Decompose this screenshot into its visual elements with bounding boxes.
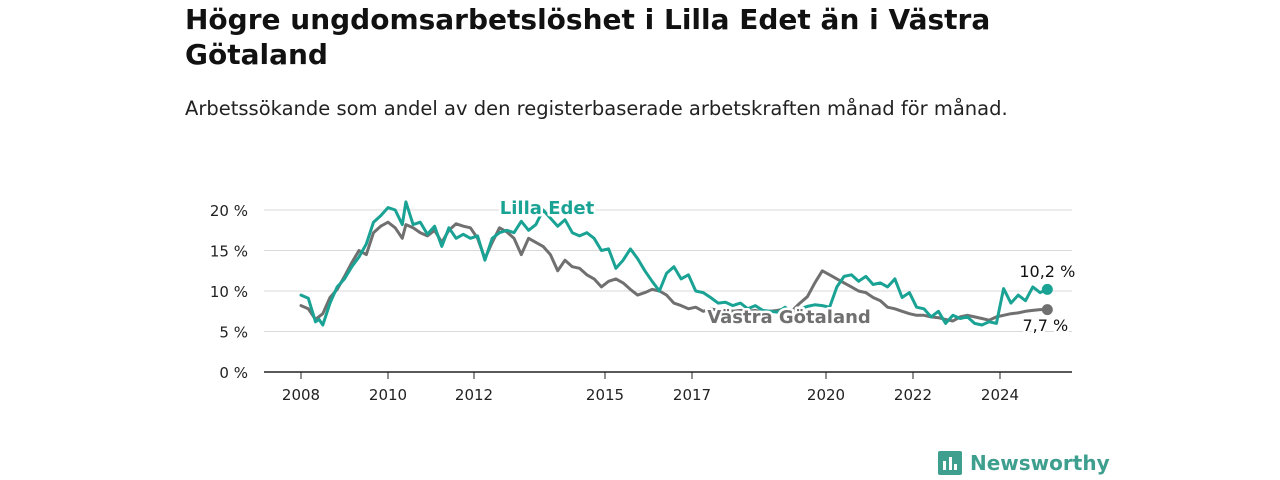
y-axis-ticks: 0 % 5 % 10 % 15 % 20 % (210, 202, 248, 382)
grid-lines (264, 209, 1072, 373)
series-line-vastra-gotaland (299, 220, 1049, 323)
y-tick-label: 10 % (210, 283, 248, 301)
x-tick-label: 2012 (455, 386, 493, 404)
brand-footer: Newsworthy (938, 449, 1110, 477)
end-value-vastra-gotaland: 7,7 % (1022, 316, 1068, 335)
x-tick-label: 2015 (586, 386, 624, 404)
series-line-lilla-edet (299, 200, 1049, 327)
series-end-point (1041, 304, 1053, 316)
chart-bubble-icon (938, 451, 962, 475)
x-tick-label: 2010 (369, 386, 407, 404)
x-tick-label: 2020 (807, 386, 845, 404)
chart-subtitle: Arbetssökande som andel av den registerb… (185, 97, 1008, 120)
y-tick-label: 5 % (219, 324, 248, 342)
end-value-lilla-edet: 10,2 % (1019, 262, 1075, 281)
y-tick-label: 15 % (210, 243, 248, 261)
x-tick-label: 2022 (894, 386, 932, 404)
series-end-point (1041, 283, 1053, 295)
y-tick-label: 20 % (210, 202, 248, 220)
chart-title: Högre ungdomsarbetslöshet i Lilla Edet ä… (185, 3, 991, 71)
x-tick-label: 2008 (282, 386, 320, 404)
brand-name: Newsworthy (970, 451, 1110, 475)
x-axis: 2008 2010 2012 2015 2017 2020 2022 2024 (264, 371, 1072, 404)
series-label-vastra-gotaland: Västra Götaland (707, 307, 871, 328)
series-lines (299, 200, 1053, 327)
x-tick-label: 2024 (981, 386, 1019, 404)
y-tick-label: 0 % (219, 364, 248, 382)
series-labels: Lilla Edet Västra Götaland 10,2 % 7,7 % (497, 196, 1077, 338)
line-chart: 0 %5 %10 %15 %20 % 2008 2010 2012 2015 2017 2… (209, 196, 1077, 404)
series-label-lilla-edet: Lilla Edet (500, 198, 595, 219)
x-tick-label: 2017 (673, 386, 711, 404)
